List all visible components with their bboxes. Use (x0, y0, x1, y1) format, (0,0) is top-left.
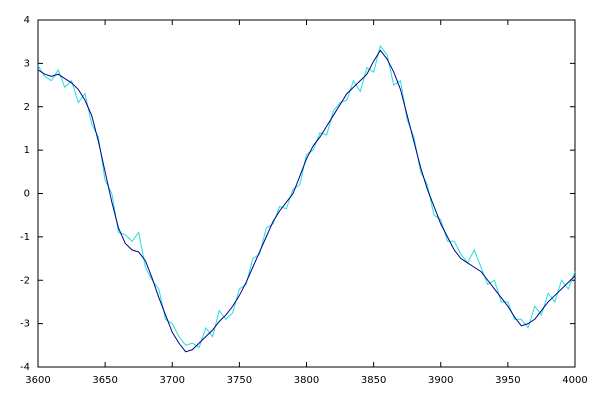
x-tick-label: 3800 (294, 375, 319, 386)
y-tick-label: 0 (24, 189, 30, 200)
y-tick-label: -4 (20, 362, 30, 373)
x-tick-label: 3600 (25, 375, 50, 386)
x-tick-label: 3850 (361, 375, 386, 386)
x-tick-label: 3650 (92, 375, 117, 386)
data-line (37, 49, 576, 353)
x-tick-label: 3900 (428, 375, 453, 386)
plot-frame (37, 19, 576, 368)
x-tick-label: 3750 (227, 375, 252, 386)
x-tick-label: 4000 (562, 375, 587, 386)
y-tick-label: 2 (24, 102, 30, 113)
data-line (37, 44, 576, 349)
y-tick-label: 3 (24, 58, 30, 69)
y-tick-label: 4 (24, 15, 30, 26)
y-tick-label: 1 (24, 145, 30, 156)
y-tick-label: -2 (20, 275, 30, 286)
y-tick-label: -3 (20, 319, 30, 330)
y-tick-label: -1 (20, 232, 30, 243)
x-tick-label: 3700 (160, 375, 185, 386)
x-tick-label: 3950 (495, 375, 520, 386)
